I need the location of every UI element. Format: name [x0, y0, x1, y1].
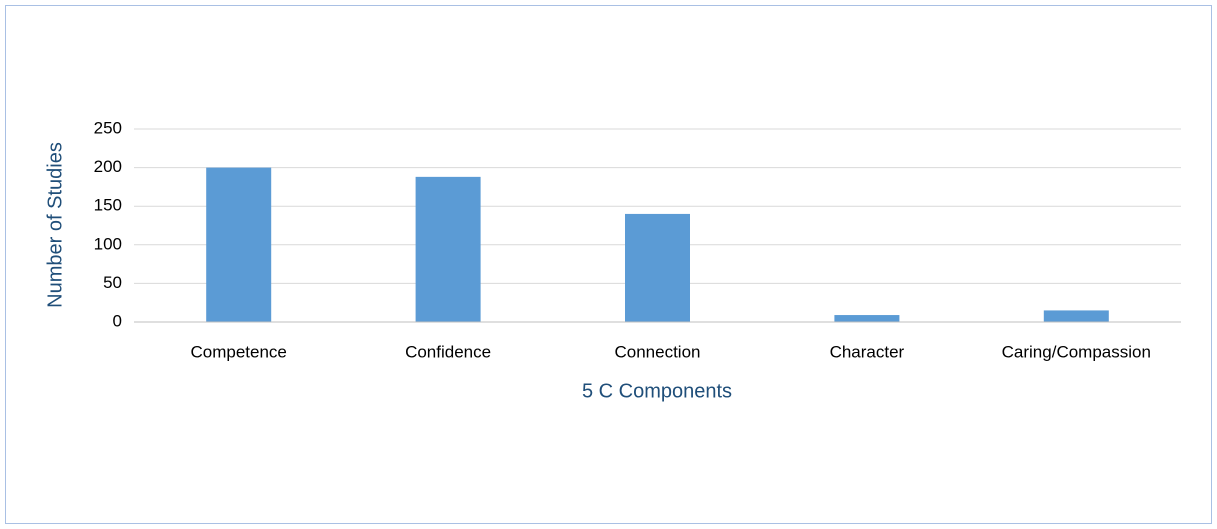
bar	[206, 167, 272, 322]
bar	[834, 315, 900, 322]
y-tick-label: 50	[103, 273, 122, 292]
x-tick-label: Character	[830, 342, 905, 361]
bar	[1043, 310, 1109, 322]
y-tick-label: 100	[94, 234, 122, 253]
y-tick-label: 200	[94, 157, 122, 176]
x-tick-label: Connection	[614, 342, 700, 361]
x-tick-label: Confidence	[405, 342, 491, 361]
y-tick-label: 150	[94, 196, 122, 215]
x-tick-label: Competence	[191, 342, 287, 361]
y-tick-label: 250	[94, 118, 122, 137]
chart-frame	[5, 5, 1212, 524]
y-axis-title: Number of Studies	[44, 142, 66, 308]
bar	[415, 176, 481, 322]
y-tick-label: 0	[113, 311, 122, 330]
bar	[625, 213, 690, 322]
x-tick-label: Caring/Compassion	[1002, 342, 1151, 361]
x-axis-title: 5 C Components	[582, 380, 732, 402]
